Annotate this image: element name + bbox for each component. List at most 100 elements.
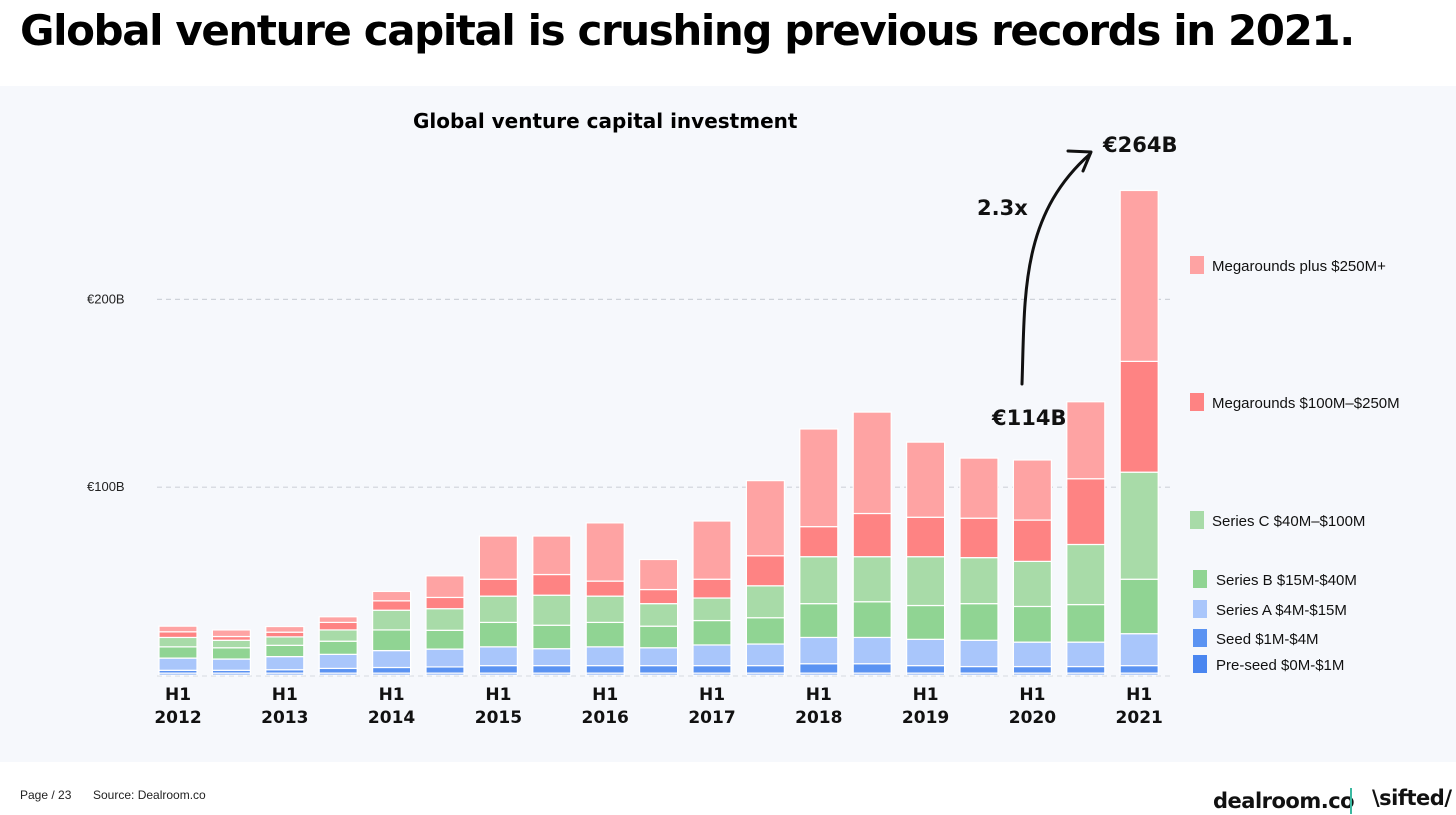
bar-segment [745, 585, 786, 619]
legend-swatch [1190, 256, 1204, 274]
x-tick-label: 2016 [582, 708, 629, 728]
bar-segment [211, 658, 251, 671]
x-tick-label: 2020 [1009, 708, 1056, 728]
x-tick-label: 2019 [902, 708, 949, 728]
bar-segment [425, 648, 465, 668]
bar-segment [905, 441, 946, 518]
bar-segment [1012, 519, 1053, 562]
bar-segment [532, 594, 572, 626]
legend-swatch [1190, 393, 1204, 411]
bar-segment [638, 603, 679, 627]
total-label-2020: €114B [991, 406, 1066, 430]
bar-segment [318, 640, 358, 655]
bar-segment [638, 558, 679, 591]
bar-segment [799, 428, 839, 528]
annotations: €264B €114B 2.3x [977, 133, 1177, 430]
bar-segment [425, 608, 465, 631]
bar-segment [852, 636, 892, 665]
bar-segment [585, 595, 625, 624]
bar-segment [1012, 459, 1053, 521]
bar-segment [372, 590, 412, 602]
bar-stack [532, 535, 572, 676]
x-axis-ticks: H1 2012 H1 2013 H1 2014 H1 2015 H1 2016 H1 2017 H1 20… [154, 685, 1163, 728]
bar-stack [1012, 459, 1053, 676]
bar-segment [1066, 401, 1106, 480]
bar-segment [211, 629, 251, 638]
bar-stack [799, 428, 839, 676]
bar-segment [532, 665, 572, 674]
bar-segment [158, 646, 198, 659]
bar-stack [585, 522, 625, 676]
bar-segment [1012, 605, 1053, 643]
x-tick-label: H1 [913, 685, 939, 705]
x-tick-label: H1 [165, 685, 191, 705]
bar-segment [905, 665, 946, 674]
bar-segment [692, 597, 732, 622]
y-axis-ticks: €100B €200B [87, 291, 125, 494]
bar-segment [478, 621, 518, 648]
legend-label: Series B $15M-$40M [1216, 572, 1357, 589]
bar-segment [959, 517, 999, 559]
bar-segment [532, 535, 572, 576]
legend-label: Series C $40M–$100M [1212, 513, 1365, 530]
bar-segment [799, 603, 839, 639]
legend-swatch [1193, 655, 1207, 673]
bar-segment [318, 629, 358, 642]
bar-segment [1119, 665, 1159, 674]
bar-segment [959, 603, 999, 641]
bar-stack [692, 520, 732, 676]
bar-segment [1066, 543, 1106, 606]
bar-segment [692, 578, 732, 599]
legend-swatch [1193, 570, 1207, 588]
bar-segment [585, 580, 625, 597]
bar-stack [478, 535, 518, 676]
bar-segment [959, 557, 999, 605]
x-tick-label: H1 [592, 685, 618, 705]
bar-stack [211, 629, 251, 676]
bar-segment [745, 555, 786, 587]
bar-segment [745, 480, 786, 557]
bars [158, 189, 1159, 676]
bar-segment [532, 573, 572, 596]
bar-segment [478, 646, 518, 667]
bar-stack [745, 480, 786, 676]
bar-segment [318, 621, 358, 631]
x-tick-label: 2015 [475, 708, 522, 728]
x-tick-label: 2013 [261, 708, 308, 728]
total-label-2021: €264B [1102, 133, 1177, 157]
bar-stack [265, 625, 305, 676]
growth-multiple-label: 2.3x [977, 196, 1028, 220]
bar-segment [905, 604, 946, 640]
bar-segment [158, 636, 198, 648]
x-tick-label: 2021 [1116, 708, 1163, 728]
bar-stack [852, 411, 892, 676]
legend-swatch [1193, 600, 1207, 618]
bar-segment [211, 639, 251, 649]
x-tick-label: H1 [1019, 685, 1045, 705]
bar-segment [1012, 560, 1053, 608]
legend-swatch [1193, 629, 1207, 647]
bar-stack [1066, 401, 1106, 676]
bar-segment [478, 578, 518, 597]
bar-segment [265, 625, 305, 633]
bar-segment [692, 665, 732, 674]
bar-segment [265, 631, 305, 638]
bar-segment [799, 636, 839, 665]
bar-segment [638, 625, 679, 649]
x-tick-label: H1 [379, 685, 405, 705]
bar-segment [852, 601, 892, 639]
legend: Megarounds plus $250M+ Megarounds $100M–$… [1190, 256, 1400, 674]
chart-panel: €100B €200B H1 2012 H1 2013 H1 2014 H1 2015 H1 201… [0, 86, 1456, 762]
legend-label: Series A $4M-$15M [1216, 602, 1347, 619]
bar-segment [265, 636, 305, 646]
bar-segment [905, 556, 946, 607]
bar-segment [799, 526, 839, 558]
x-tick-label: 2014 [368, 708, 415, 728]
bar-stack [1119, 189, 1159, 676]
bar-segment [745, 643, 786, 667]
y-tick-label: €200B [87, 291, 125, 306]
bar-segment [532, 648, 572, 667]
bar-segment [478, 595, 518, 624]
bar-segment [372, 666, 412, 674]
bar-segment [745, 617, 786, 645]
